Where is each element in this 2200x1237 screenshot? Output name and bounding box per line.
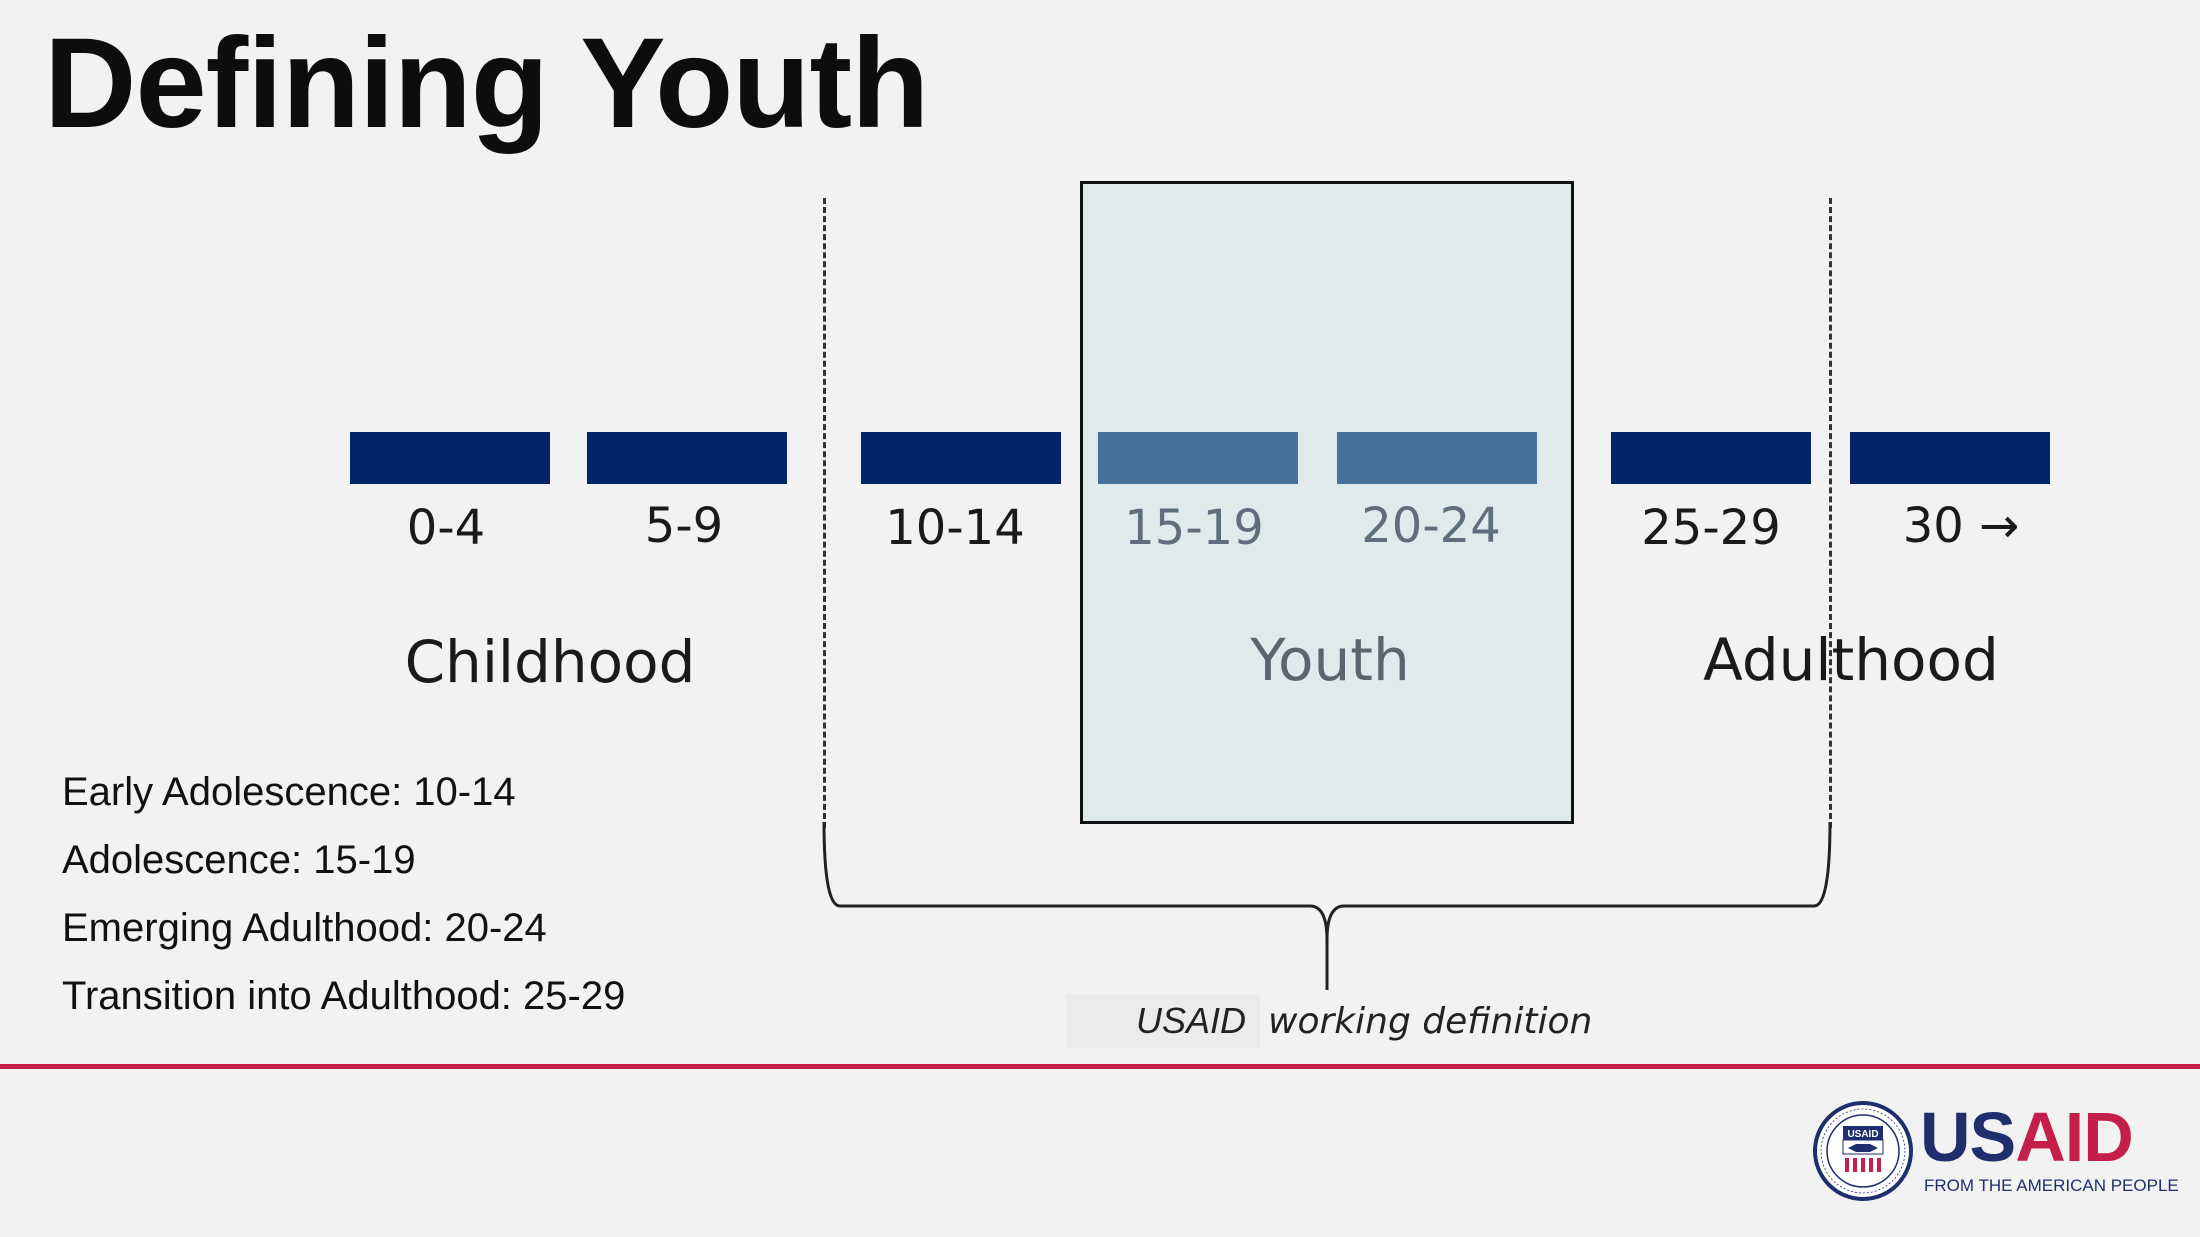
- age-bar-0-4: [350, 432, 550, 484]
- phase-label-adulthood: Adulthood: [1703, 626, 1999, 694]
- age-label-15-19: 15-19: [1124, 500, 1264, 556]
- age-bar-15-19: [1098, 432, 1298, 484]
- age-bar-10-14: [861, 432, 1061, 484]
- age-bar-25-29: [1611, 432, 1811, 484]
- youth-start-divider: [823, 198, 826, 828]
- age-label-20-24: 20-24: [1361, 498, 1501, 554]
- definitions-list: Early Adolescence: 10-14 Adolescence: 15…: [62, 758, 625, 1030]
- svg-text:USAID: USAID: [1847, 1129, 1878, 1140]
- usaid-logo: USAID USAID FROM THE AMERICAN PEOPLE: [1812, 1098, 2179, 1206]
- working-definition-text: working definition: [1268, 1001, 1593, 1042]
- age-label-10-14: 10-14: [885, 500, 1025, 556]
- usaid-wordmark: USAID: [1920, 1098, 2134, 1176]
- definition-item: Transition into Adulthood: 25-29: [62, 974, 626, 1018]
- age-label-30-plus: 30 →: [1902, 498, 2020, 554]
- definition-item: Early Adolescence: 10-14: [62, 770, 516, 814]
- usaid-seal-icon: USAID: [1813, 1101, 1913, 1201]
- youth-range-box: [1080, 181, 1574, 824]
- working-definition-org: USAID: [1066, 994, 1261, 1048]
- working-definition-caption: USAID working definition: [1066, 994, 1592, 1048]
- usaid-tagline: FROM THE AMERICAN PEOPLE: [1924, 1176, 2179, 1195]
- definition-item: Emerging Adulthood: 20-24: [62, 906, 547, 950]
- age-label-0-4: 0-4: [406, 500, 486, 556]
- footer-divider: [0, 1064, 2200, 1069]
- phase-label-childhood: Childhood: [404, 628, 696, 696]
- age-label-25-29: 25-29: [1641, 500, 1781, 556]
- page-title: Defining Youth: [44, 12, 929, 155]
- age-bar-20-24: [1337, 432, 1537, 484]
- age-label-5-9: 5-9: [644, 498, 724, 554]
- phase-label-youth: Youth: [1250, 626, 1410, 694]
- youth-end-divider: [1829, 198, 1832, 828]
- definition-item: Adolescence: 15-19: [62, 838, 416, 882]
- age-bar-30-plus: [1850, 432, 2050, 484]
- age-bar-5-9: [587, 432, 787, 484]
